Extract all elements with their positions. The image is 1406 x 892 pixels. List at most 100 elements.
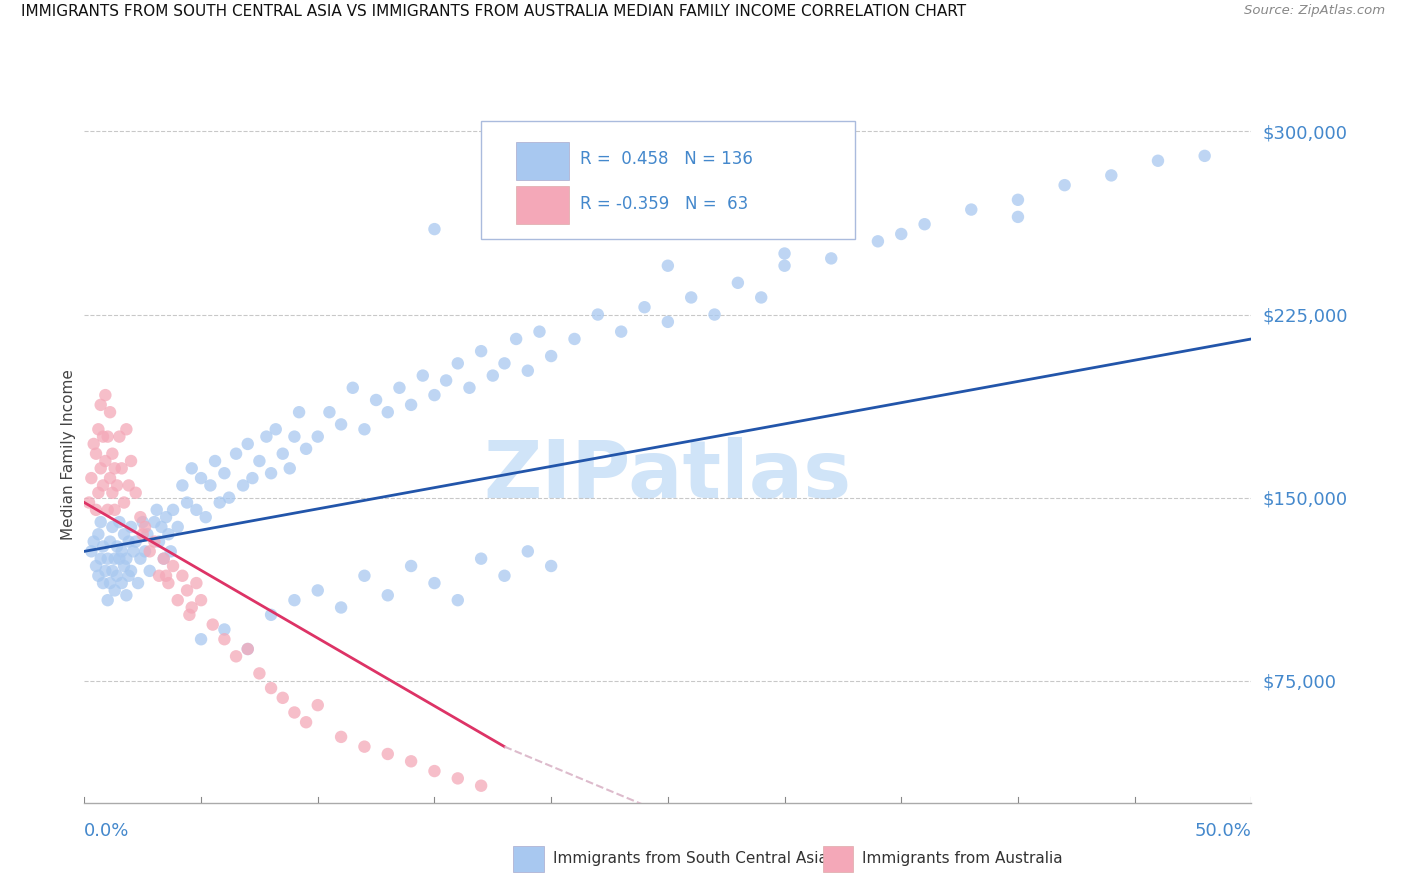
Point [138, 544, 160, 558]
Point [166, 593, 188, 607]
Point [104, 461, 127, 475]
Point [159, 544, 181, 558]
Point [914, 217, 936, 231]
Point [108, 515, 131, 529]
Point [152, 551, 174, 566]
Point [155, 568, 177, 582]
Text: Source: ZipAtlas.com: Source: ZipAtlas.com [1244, 4, 1385, 18]
Point [172, 568, 194, 582]
Point [412, 368, 434, 383]
Text: IMMIGRANTS FROM SOUTH CENTRAL ASIA VS IMMIGRANTS FROM AUSTRALIA MEDIAN FAMILY IN: IMMIGRANTS FROM SOUTH CENTRAL ASIA VS IM… [21, 4, 966, 20]
Point [176, 583, 198, 598]
Point [458, 381, 481, 395]
Point [120, 564, 142, 578]
Point [180, 461, 202, 475]
Point [773, 246, 796, 260]
Point [91, 540, 114, 554]
Point [342, 381, 364, 395]
Point [179, 607, 201, 622]
Point [247, 666, 270, 681]
Point [101, 447, 124, 461]
Point [481, 368, 505, 383]
Point [633, 300, 655, 314]
Point [157, 527, 180, 541]
Point [1007, 193, 1029, 207]
Point [247, 454, 270, 468]
Point [505, 332, 527, 346]
Point [90, 515, 112, 529]
Point [399, 754, 422, 768]
Point [162, 503, 184, 517]
Point [90, 398, 112, 412]
Point [271, 447, 294, 461]
Point [225, 649, 247, 664]
Point [83, 437, 105, 451]
Point [540, 559, 562, 574]
Point [820, 252, 842, 266]
Point [218, 491, 240, 505]
Point [120, 454, 142, 468]
Point [104, 583, 127, 598]
Point [83, 534, 105, 549]
Text: 0.0%: 0.0% [84, 822, 129, 840]
Point [586, 308, 609, 322]
Point [111, 461, 134, 475]
Point [112, 495, 135, 509]
Point [98, 405, 121, 419]
Point [157, 576, 180, 591]
Point [111, 576, 134, 591]
Point [101, 564, 124, 578]
Point [176, 495, 198, 509]
Point [77, 495, 100, 509]
Point [254, 429, 277, 443]
Point [214, 623, 236, 637]
Point [470, 551, 492, 566]
Point [353, 739, 375, 754]
Point [423, 222, 446, 236]
Point [125, 534, 148, 549]
Point [91, 576, 114, 591]
Point [232, 478, 254, 492]
Point [447, 356, 470, 370]
Point [80, 471, 103, 485]
Point [225, 447, 247, 461]
Point [353, 568, 375, 582]
Point [118, 478, 141, 492]
Point [278, 461, 301, 475]
Point [540, 197, 562, 211]
Point [105, 568, 128, 582]
Point [318, 405, 340, 419]
Point [129, 551, 152, 566]
Point [264, 422, 287, 436]
Point [260, 467, 283, 481]
Point [295, 442, 318, 456]
Point [447, 593, 470, 607]
Point [866, 235, 889, 249]
Point [118, 534, 141, 549]
Point [108, 551, 131, 566]
Point [307, 583, 329, 598]
Point [132, 515, 155, 529]
Point [94, 564, 117, 578]
Point [399, 398, 422, 412]
Point [681, 290, 703, 304]
Point [330, 730, 353, 744]
Point [295, 715, 318, 730]
Point [353, 422, 375, 436]
Point [1194, 149, 1216, 163]
Point [1147, 153, 1170, 168]
Point [98, 534, 121, 549]
Text: Immigrants from South Central Asia: Immigrants from South Central Asia [553, 852, 828, 866]
Point [260, 607, 283, 622]
Point [330, 600, 353, 615]
Point [148, 568, 170, 582]
FancyBboxPatch shape [516, 186, 568, 224]
Point [105, 540, 128, 554]
Point [186, 503, 208, 517]
Point [260, 681, 283, 695]
Point [87, 568, 110, 582]
Point [529, 325, 551, 339]
Point [115, 422, 138, 436]
Point [152, 551, 174, 566]
Point [129, 510, 152, 524]
